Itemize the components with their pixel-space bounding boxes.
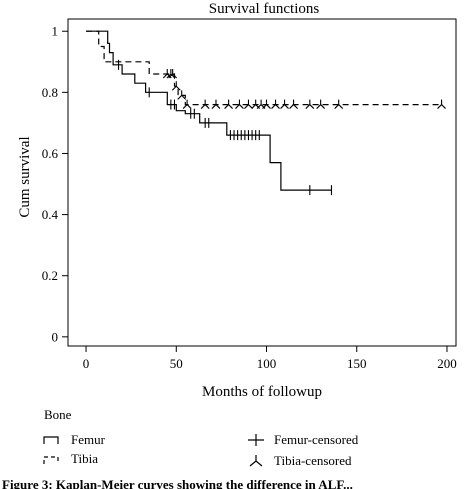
tibia-censored-mark bbox=[211, 99, 221, 109]
y-tick-label: 0 bbox=[52, 329, 59, 344]
x-tick-label: 200 bbox=[437, 356, 457, 371]
x-axis-label: Months of followup bbox=[202, 384, 322, 400]
legend-tibia-censored-label: Tibia-censored bbox=[274, 453, 352, 468]
figure-caption: Figure 3: Kaplan-Meier curves showing th… bbox=[2, 477, 353, 489]
tibia-censored-mark bbox=[280, 99, 289, 109]
tibia-censored-mark bbox=[177, 90, 187, 100]
tibia-censored-mark bbox=[289, 99, 298, 109]
series-layer bbox=[86, 30, 446, 196]
tibia-censored-mark bbox=[182, 99, 192, 109]
legend-femur-swatch bbox=[43, 436, 59, 444]
y-tick-label: 0.6 bbox=[42, 146, 59, 161]
legend-femur-censored-label: Femur-censored bbox=[274, 432, 359, 447]
x-tick-label: 50 bbox=[170, 356, 183, 371]
tibia-censored-mark bbox=[262, 99, 271, 109]
tibia-censored-mark bbox=[271, 99, 280, 109]
x-axis: 0 50 100 150 200 bbox=[83, 346, 457, 371]
legend-tibia-swatch bbox=[43, 456, 59, 464]
tibia-censored-mark bbox=[437, 99, 446, 109]
series-femur-curve bbox=[86, 30, 332, 191]
y-tick-label: 0.2 bbox=[42, 268, 58, 283]
plot-frame bbox=[67, 18, 457, 347]
y-axis-label: Cum survival bbox=[17, 136, 33, 217]
x-tick-label: 100 bbox=[257, 356, 277, 371]
tibia-censored-mark bbox=[171, 81, 181, 91]
y-tick-label: 0.4 bbox=[42, 207, 59, 222]
tibia-censored-mark bbox=[305, 99, 315, 109]
legend-tibia-label: Tibia bbox=[71, 451, 98, 466]
legend: Bone Femur Tibia Femur-censored Tibia-ce… bbox=[43, 407, 359, 468]
tibia-censored-mark bbox=[166, 69, 176, 79]
chart-title: Survival functions bbox=[209, 1, 320, 17]
legend-femur-label: Femur bbox=[71, 432, 106, 447]
legend-tibia-censored-marker bbox=[249, 455, 263, 467]
x-tick-label: 150 bbox=[347, 356, 367, 371]
tibia-censored-mark bbox=[224, 99, 234, 109]
tibia-censored-mark bbox=[235, 99, 244, 109]
legend-title: Bone bbox=[44, 407, 72, 422]
tibia-censored-mark bbox=[316, 99, 326, 109]
y-axis: 0 0.2 0.4 0.6 0.8 1 bbox=[42, 24, 68, 344]
y-tick-label: 0.8 bbox=[42, 85, 58, 100]
tibia-censored-mark bbox=[244, 99, 253, 109]
tibia-censored-mark bbox=[334, 99, 344, 109]
tibia-censored-mark bbox=[168, 69, 178, 79]
legend-femur-censored-marker bbox=[248, 434, 264, 446]
x-tick-label: 0 bbox=[83, 356, 90, 371]
tibia-censored-mark bbox=[200, 99, 210, 109]
series-tibia-curve bbox=[86, 30, 442, 106]
y-tick-label: 1 bbox=[52, 24, 59, 39]
